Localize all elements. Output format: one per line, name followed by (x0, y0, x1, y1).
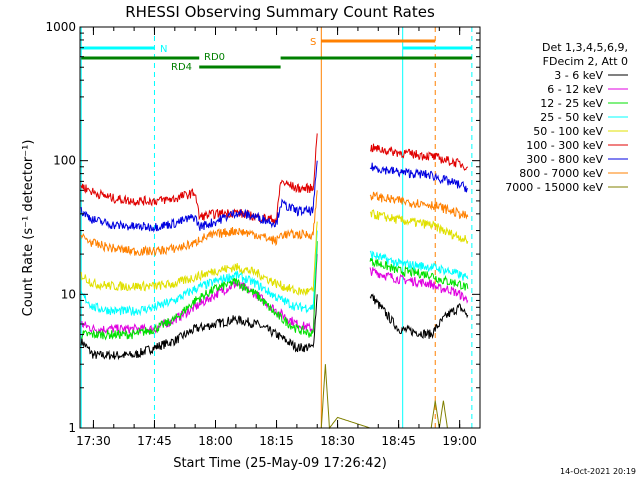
series-line-4-1 (369, 209, 469, 244)
series-line-2-0 (81, 241, 318, 341)
legend-label-6: 300 - 800 keV (526, 153, 603, 166)
x-axis-label: Start Time (25-May-09 17:26:42) (173, 456, 387, 471)
series-line-5-0 (80, 133, 318, 225)
x-tick-label-4: 18:30 (320, 434, 355, 448)
legend-label-3: 25 - 50 keV (540, 111, 603, 124)
legend-label-2: 12 - 25 keV (540, 97, 603, 110)
chart-title: RHESSI Observing Summary Count Rates (125, 3, 435, 21)
series-line-7-1 (369, 191, 469, 220)
plot-area: N S RD4 RD0 (80, 27, 473, 430)
x-tick-label-0: 17:30 (76, 434, 111, 448)
axes: 1 10 100 1000 17:30 17:45 18:00 18:15 18:30 18:45… (45, 20, 481, 448)
y-tick-label-1: 10 (61, 287, 76, 301)
saa-label: S (310, 37, 316, 48)
series-line-3-0 (80, 230, 318, 317)
series-line-6-0 (80, 160, 318, 233)
legend: Det 1,3,4,5,6,9, FDecim 2, Att 0 3 - 6 k… (505, 41, 628, 194)
series-line-6-1 (369, 162, 469, 193)
rd-label-1: RD0 (204, 52, 225, 63)
x-tick-label-5: 18:45 (381, 434, 416, 448)
series-line-4-0 (80, 221, 318, 297)
legend-label-4: 50 - 100 keV (533, 125, 603, 138)
y-tick-label-2: 100 (53, 154, 76, 168)
series-line-2-1 (369, 257, 469, 291)
series-line-5-1 (370, 143, 469, 171)
legend-label-7: 800 - 7000 keV (519, 167, 603, 180)
x-tick-label-1: 17:45 (137, 434, 172, 448)
legend-label-0: 3 - 6 keV (554, 69, 603, 82)
series-line-1-1 (369, 267, 469, 304)
series-line-0-1 (369, 293, 469, 340)
y-tick-label-0: 1 (68, 421, 76, 435)
plot-frame (79, 26, 481, 429)
y-tick-label-3: 1000 (45, 20, 76, 34)
x-tick-label-3: 18:15 (259, 434, 294, 448)
legend-label-1: 6 - 12 keV (547, 83, 603, 96)
rd-label-0: RD4 (171, 62, 192, 73)
series-line-0-0 (80, 294, 318, 361)
x-tick-label-6: 19:00 (442, 434, 477, 448)
x-tick-label-2: 18:00 (198, 434, 233, 448)
legend-label-5: 100 - 300 keV (526, 139, 603, 152)
legend-header-line-2: FDecim 2, Att 0 (543, 55, 628, 68)
series-line-7-0 (80, 190, 318, 257)
generation-timestamp: 14-Oct-2021 20:19 (560, 467, 636, 476)
legend-header-line-1: Det 1,3,4,5,6,9, (542, 41, 628, 54)
legend-label-8: 7000 - 15000 keV (505, 181, 603, 194)
attenuator-label: N (160, 44, 167, 55)
series-line-3-1 (369, 250, 469, 281)
y-axis-label: Count Rate (s⁻¹ detector⁻¹) (21, 140, 36, 317)
